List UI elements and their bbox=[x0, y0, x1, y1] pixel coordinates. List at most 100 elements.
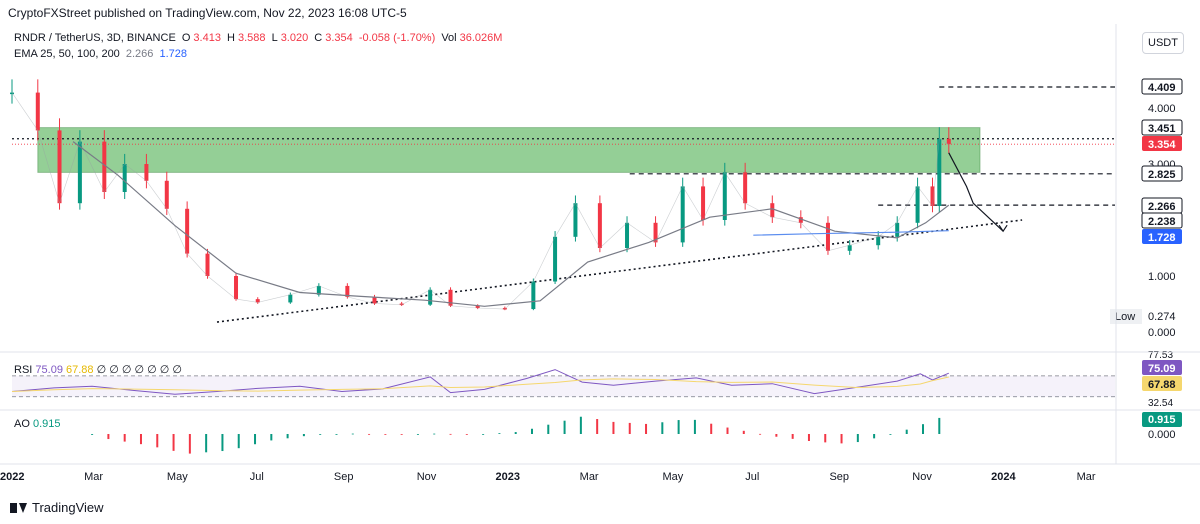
candle-body bbox=[743, 172, 748, 204]
ao-bar bbox=[824, 434, 827, 443]
ao-bar bbox=[677, 420, 680, 434]
ao-bar bbox=[530, 428, 533, 434]
ao-bar bbox=[237, 434, 240, 449]
close-value: 3.354 bbox=[325, 32, 353, 44]
candle-body bbox=[798, 217, 803, 223]
ao-bar bbox=[286, 434, 289, 439]
candle-body bbox=[531, 281, 536, 310]
rsi-placeholders: ∅ ∅ ∅ ∅ ∅ ∅ ∅ bbox=[96, 364, 183, 376]
time-tick-6: 2023 bbox=[496, 471, 520, 483]
tradingview-logo[interactable]: TradingView bbox=[10, 500, 104, 515]
low-label: Low bbox=[1115, 311, 1135, 323]
price-tag-3 bbox=[1141, 165, 1183, 182]
symbol-name[interactable]: RNDR / TetherUS, 3D, BINANCE bbox=[14, 32, 176, 44]
candle-body bbox=[372, 296, 377, 304]
tradingview-logo-text: TradingView bbox=[32, 500, 104, 515]
ao-bar bbox=[807, 434, 810, 441]
ao-legend: AO 0.915 bbox=[14, 418, 61, 430]
time-tick-7: Mar bbox=[580, 471, 599, 483]
rsi-band bbox=[12, 375, 1115, 397]
volume-value: 36.026M bbox=[459, 32, 503, 44]
candle-body bbox=[597, 203, 602, 248]
candle-body bbox=[234, 276, 239, 300]
ao-bar bbox=[791, 434, 794, 439]
ema-value-2: 1.728 bbox=[159, 48, 187, 60]
ao-bar bbox=[400, 434, 403, 435]
ao-bar bbox=[270, 434, 273, 441]
publisher-info: CryptoFXStreet published on TradingView.… bbox=[8, 6, 407, 20]
ema-blue-line bbox=[753, 230, 949, 236]
high-label: H bbox=[227, 32, 235, 44]
ao-bar bbox=[612, 421, 615, 434]
rsi-value-2: 67.88 bbox=[66, 364, 94, 376]
ao-bar bbox=[759, 433, 762, 435]
rsi-legend: RSI 75.09 67.88 ∅ ∅ ∅ ∅ ∅ ∅ ∅ bbox=[14, 363, 182, 376]
ao-bar bbox=[91, 434, 94, 435]
candle-body bbox=[448, 289, 453, 306]
ao-bar bbox=[123, 434, 126, 442]
time-tick-11: Nov bbox=[912, 471, 932, 483]
ao-tag-label: 0.915 bbox=[1148, 414, 1176, 426]
candle-body bbox=[625, 222, 630, 248]
rsi-tag-label-1: 67.88 bbox=[1148, 379, 1176, 391]
open-label: O bbox=[181, 32, 191, 44]
price-tag-label-1: 3.451 bbox=[1148, 123, 1176, 135]
price-tag-5 bbox=[1141, 212, 1183, 229]
price-tag-label-4: 2.266 bbox=[1148, 201, 1176, 213]
ao-bar bbox=[433, 433, 436, 435]
time-tick-12: 2024 bbox=[991, 471, 1016, 483]
ema-label[interactable]: EMA 25, 50, 100, 200 bbox=[14, 48, 120, 60]
price-tick-0: 4.000 bbox=[1148, 103, 1176, 115]
ema-legend: EMA 25, 50, 100, 200 2.266 1.728 bbox=[14, 48, 190, 60]
currency-button[interactable]: USDT bbox=[1142, 32, 1184, 54]
time-tick-2: May bbox=[167, 471, 188, 483]
ao-bar bbox=[254, 434, 257, 445]
rsi-label[interactable]: RSI bbox=[14, 364, 33, 376]
ao-label[interactable]: AO bbox=[14, 418, 30, 430]
candle-body bbox=[876, 236, 881, 246]
ao-bar bbox=[498, 433, 501, 434]
ao-bar bbox=[368, 433, 371, 435]
rsi-tag-0 bbox=[1142, 360, 1182, 375]
time-tick-10: Sep bbox=[829, 471, 849, 483]
ao-bar bbox=[384, 434, 387, 435]
ao-bar bbox=[645, 423, 648, 434]
price-tag-label-6: 1.728 bbox=[1148, 232, 1176, 244]
candle-body bbox=[102, 141, 107, 192]
candle-body bbox=[653, 222, 658, 243]
time-tick-4: Sep bbox=[334, 471, 354, 483]
ao-bar bbox=[335, 434, 338, 435]
ao-bar bbox=[726, 427, 729, 434]
ao-bar bbox=[107, 434, 110, 440]
time-tick-13: Mar bbox=[1077, 471, 1096, 483]
price-tag-label-5: 2.238 bbox=[1148, 216, 1176, 228]
ao-bar bbox=[172, 434, 175, 451]
ao-bar bbox=[319, 434, 322, 435]
candle-body bbox=[35, 92, 40, 131]
rsi-line bbox=[11, 369, 949, 395]
price-tag-6 bbox=[1142, 229, 1182, 244]
rsi-axis-upper: 77.53 bbox=[1148, 350, 1173, 361]
ao-bar bbox=[856, 434, 859, 443]
candle-body bbox=[185, 208, 190, 254]
ao-bar bbox=[840, 434, 843, 444]
ao-bar bbox=[905, 429, 908, 434]
price-tag-1 bbox=[1141, 119, 1183, 136]
ao-value: 0.915 bbox=[32, 418, 61, 430]
price-tag-label-2: 3.354 bbox=[1148, 139, 1176, 151]
candle-body bbox=[57, 130, 62, 204]
candle-body bbox=[553, 236, 558, 282]
ao-bar bbox=[889, 434, 892, 435]
change-value: -0.058 (-1.70%) bbox=[358, 32, 436, 44]
open-value: 3.413 bbox=[193, 32, 221, 44]
ao-bar bbox=[710, 423, 713, 434]
low-label: L bbox=[271, 32, 278, 44]
price-tick-4: 0.000 bbox=[1148, 327, 1176, 339]
ao-bar bbox=[416, 434, 419, 435]
candle-body bbox=[164, 180, 169, 209]
ao-bar bbox=[628, 422, 631, 434]
candle-body bbox=[205, 253, 210, 276]
low-value: 3.020 bbox=[280, 32, 309, 44]
candle-body bbox=[680, 186, 685, 243]
